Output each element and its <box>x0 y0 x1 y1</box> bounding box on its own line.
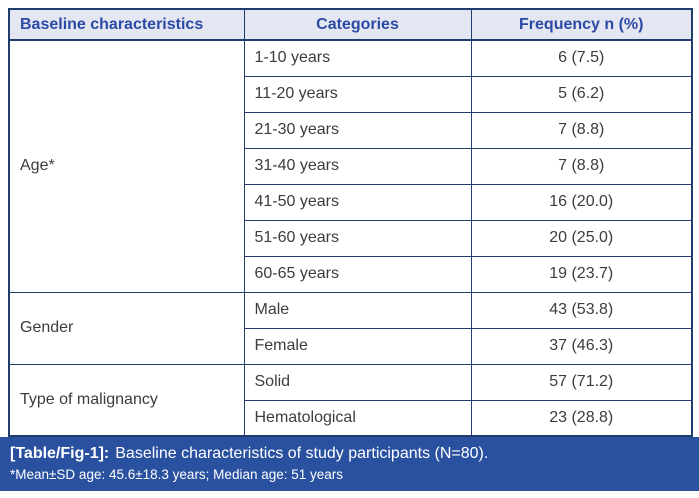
frequency-cell: 7 (8.8) <box>470 147 693 185</box>
frequency-cell: 37 (46.3) <box>470 327 693 365</box>
baseline-characteristics-table: Baseline characteristics Categories Freq… <box>8 8 693 437</box>
frequency-cell: 43 (53.8) <box>470 291 693 329</box>
category-cell: Hematological <box>243 399 472 437</box>
category-cell: 31-40 years <box>243 147 472 185</box>
table-header-row: Baseline characteristics Categories Freq… <box>8 8 693 41</box>
caption-title: [Table/Fig-1]: Baseline characteristics o… <box>10 443 689 465</box>
caption-text: Baseline characteristics of study partic… <box>115 445 489 462</box>
category-cell: Female <box>243 327 472 365</box>
category-cell: 41-50 years <box>243 183 472 221</box>
category-cell: 1-10 years <box>243 39 472 77</box>
caption-tag: [Table/Fig-1]: <box>10 445 110 462</box>
table-row: 11-20 years 5 (6.2) <box>9 75 693 113</box>
table-row: 51-60 years 20 (25.0) <box>9 219 693 257</box>
frequency-cell: 19 (23.7) <box>470 255 693 293</box>
frequency-cell: 23 (28.8) <box>470 399 693 437</box>
table-row: Gender Male 43 (53.8) <box>8 291 693 365</box>
table-row: Age* 1-10 years 6 (7.5) <box>8 39 693 293</box>
category-cell: 21-30 years <box>243 111 472 149</box>
header-frequency: Frequency n (%) <box>470 8 693 41</box>
group-label-age: Age* <box>8 39 245 293</box>
table-row: Female 37 (46.3) <box>9 327 693 365</box>
group-label-gender: Gender <box>8 291 245 365</box>
table-row: 41-50 years 16 (20.0) <box>9 183 693 221</box>
category-cell: 51-60 years <box>243 219 472 257</box>
category-cell: Solid <box>243 363 472 401</box>
frequency-cell: 16 (20.0) <box>470 183 693 221</box>
table-row: Hematological 23 (28.8) <box>9 399 693 437</box>
table-row: 31-40 years 7 (8.8) <box>9 147 693 185</box>
category-cell: 11-20 years <box>243 75 472 113</box>
group-label-malignancy-type: Type of malignancy <box>8 363 245 437</box>
frequency-cell: 20 (25.0) <box>470 219 693 257</box>
table-row: Type of malignancy Solid 57 (71.2) <box>8 363 693 437</box>
category-cell: 60-65 years <box>243 255 472 293</box>
frequency-cell: 6 (7.5) <box>470 39 693 77</box>
frequency-cell: 7 (8.8) <box>470 111 693 149</box>
frequency-cell: 5 (6.2) <box>470 75 693 113</box>
header-categories: Categories <box>243 8 472 41</box>
caption-footnote: *Mean±SD age: 45.6±18.3 years; Median ag… <box>10 467 344 482</box>
table-row: 60-65 years 19 (23.7) <box>9 255 693 293</box>
frequency-cell: 57 (71.2) <box>470 363 693 401</box>
figure-caption-bar: [Table/Fig-1]: Baseline characteristics o… <box>0 437 699 491</box>
category-cell: Male <box>243 291 472 329</box>
header-baseline-characteristics: Baseline characteristics <box>8 8 245 41</box>
